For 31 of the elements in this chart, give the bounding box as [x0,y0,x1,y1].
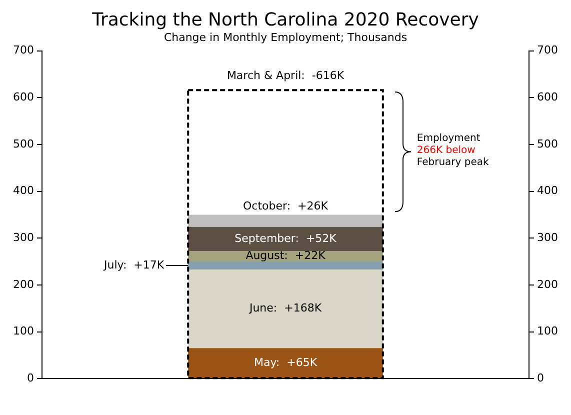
y-tick-label: 700 [12,44,34,57]
chart-title: Tracking the North Carolina 2020 Recovery [91,9,480,30]
data-label: May: +65K [254,356,318,369]
y2-tick-label: 300 [537,230,558,244]
bar [188,269,383,348]
data-label: March & April: -616K [226,68,345,82]
bar [188,348,383,378]
chart-subtitle: Change in Monthly Employment; Thousands [164,31,408,44]
y-tick-label: 300 [12,230,34,244]
y2-tick-label: 600 [537,90,558,104]
y2-tick-label: 0 [537,371,544,384]
y2-tick-label: 700 [537,44,558,57]
bar [188,226,383,252]
y2-tick-label: 500 [537,137,558,150]
y-tick-label: 600 [12,90,34,104]
y-tick-label: 0 [26,371,34,384]
data-label: September: +52K [234,232,338,245]
bar [188,262,383,270]
bar [188,214,383,227]
data-label: June: +168K [248,302,322,315]
data-label: August: +22K [246,249,326,262]
y-tick-label: 500 [12,137,34,150]
y-tick-label: 400 [12,184,34,198]
y2-tick-label: 400 [537,184,558,198]
y2-tick-label: 100 [537,324,558,338]
y2-tick-label: 200 [537,278,558,291]
y-tick-label: 200 [12,278,34,291]
annotation: Employment 266K below February peak [416,133,490,168]
data-label: July: +17K [102,258,165,272]
data-label: October: +26K [243,200,329,213]
y-tick-label: 100 [12,324,34,338]
